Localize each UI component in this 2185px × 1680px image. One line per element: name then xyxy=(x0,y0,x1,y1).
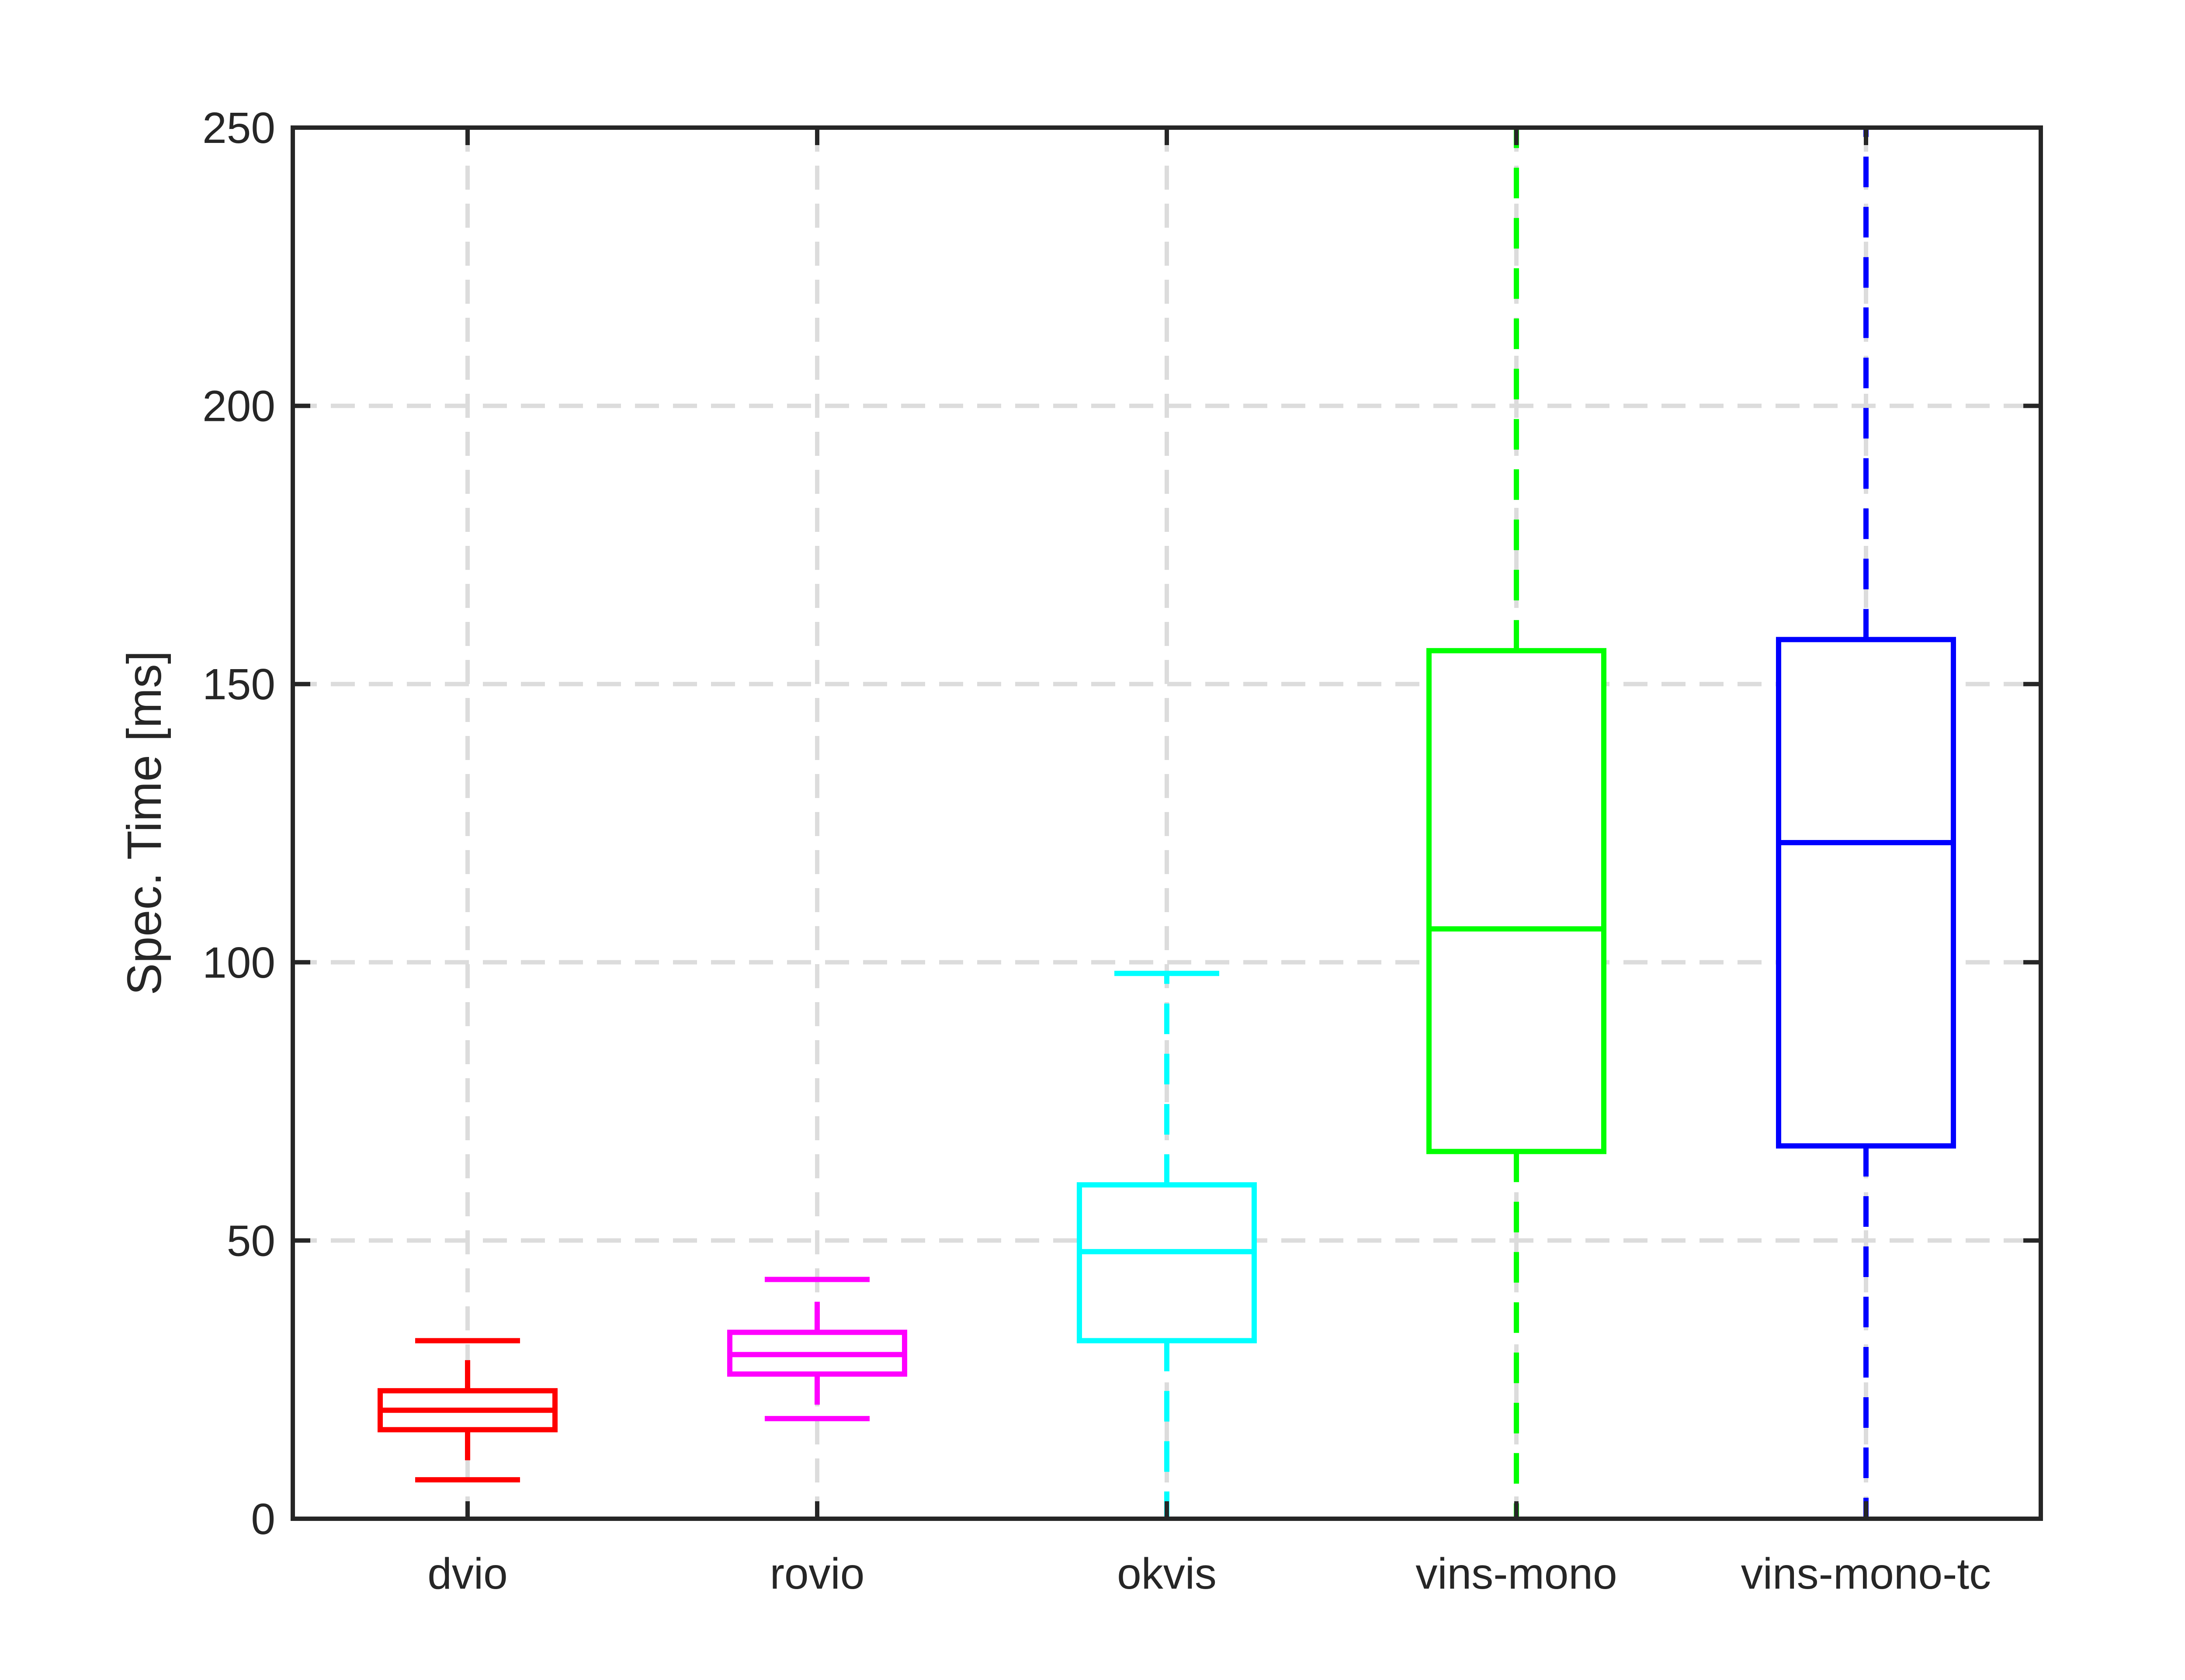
box-okvis xyxy=(1077,971,1257,1519)
y-tick-label: 50 xyxy=(227,1216,275,1265)
x-tick-label: rovio xyxy=(770,1549,865,1598)
x-tick-label: okvis xyxy=(1117,1549,1217,1598)
y-tick-label: 150 xyxy=(202,660,275,709)
box-dvio xyxy=(378,1338,558,1482)
y-tick-label: 200 xyxy=(202,382,275,431)
x-tick-labels: dvio rovio okvis vins-mono vins-mono-tc xyxy=(427,1549,1991,1598)
boxes xyxy=(378,128,1956,1519)
y-tick-labels: 0 50 100 150 200 250 xyxy=(202,104,275,1544)
box-rovio xyxy=(727,1277,907,1421)
axis-ticks xyxy=(293,125,2041,1521)
box-vins-mono-tc xyxy=(1776,128,1956,1519)
iqr-box xyxy=(1077,1182,1257,1343)
y-tick-label: 0 xyxy=(251,1495,275,1544)
y-tick-label: 250 xyxy=(202,104,275,153)
y-axis-title: Spec. Time [ms] xyxy=(118,651,171,996)
y-tick-label: 100 xyxy=(202,938,275,987)
x-tick-label: dvio xyxy=(427,1549,507,1598)
x-tick-label: vins-mono xyxy=(1415,1549,1617,1598)
iqr-box xyxy=(1426,648,1606,1154)
x-tick-label: vins-mono-tc xyxy=(1741,1549,1991,1598)
iqr-box xyxy=(1776,637,1956,1149)
box-vins-mono xyxy=(1426,128,1606,1519)
